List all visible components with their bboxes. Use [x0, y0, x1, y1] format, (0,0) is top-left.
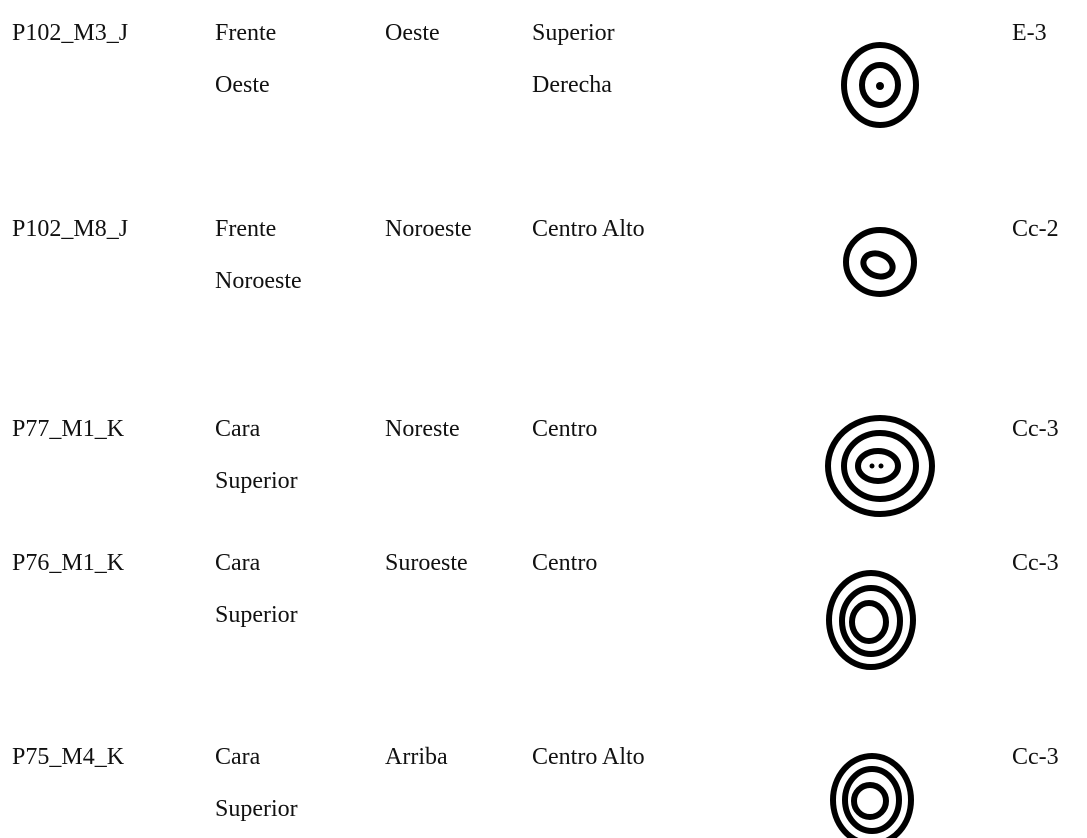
code: Cc-3 — [1012, 731, 1059, 783]
cell-line: Cara — [215, 744, 261, 770]
cell-line: Cc-3 — [1012, 550, 1059, 576]
cell-line: Suroeste — [385, 550, 468, 576]
cell-line: Cara — [215, 550, 261, 576]
position: Centro Alto — [532, 203, 645, 255]
orientation: Oeste — [385, 7, 440, 59]
sample-id: P77_M1_K — [12, 403, 124, 455]
cell-line: Superior — [215, 468, 298, 494]
cell-line: Noreste — [385, 416, 460, 442]
cell-line: Oeste — [215, 72, 270, 98]
cell-line: Noroeste — [385, 216, 472, 242]
face: Frente Noroeste — [215, 203, 302, 307]
ring-icon — [830, 753, 914, 838]
cell-line: P75_M4_K — [12, 744, 125, 770]
sample-id: P76_M1_K — [12, 537, 124, 589]
cell-line: P102_M3_J — [12, 20, 129, 46]
code: E-3 — [1012, 7, 1047, 59]
cell-line: Centro — [532, 416, 598, 442]
cell-line: Derecha — [532, 72, 612, 98]
cell-line: Cc-3 — [1012, 744, 1059, 770]
cell-line: P76_M1_K — [12, 550, 125, 576]
cell-line: Cara — [215, 416, 261, 442]
cell-line: P77_M1_K — [12, 416, 125, 442]
position: Centro — [532, 537, 597, 589]
cell-line: Arriba — [385, 744, 448, 770]
code: Cc-3 — [1012, 403, 1059, 455]
code: Cc-3 — [1012, 537, 1059, 589]
cell-line: Frente — [215, 20, 277, 46]
position: Centro — [532, 403, 597, 455]
face: Cara Superior — [215, 731, 298, 835]
ring-icon — [825, 415, 935, 517]
position: Centro Alto — [532, 731, 645, 783]
cell-line: Centro Alto — [532, 216, 645, 242]
sample-id: P75_M4_K — [12, 731, 124, 783]
ring-icon — [826, 570, 916, 670]
sample-id: P102_M3_J — [12, 7, 128, 59]
cell-line: Cc-3 — [1012, 416, 1059, 442]
cell-line: Centro Alto — [532, 744, 645, 770]
face: Frente Oeste — [215, 7, 276, 111]
cell-line: Oeste — [385, 20, 440, 46]
cell-line: Noroeste — [215, 268, 302, 294]
code: Cc-2 — [1012, 203, 1059, 255]
cell-line: Frente — [215, 216, 277, 242]
orientation: Noroeste — [385, 203, 472, 255]
position: Superior Derecha — [532, 7, 615, 111]
cell-line: Centro — [532, 550, 598, 576]
cell-line: P102_M8_J — [12, 216, 129, 242]
cell-line: Superior — [215, 796, 298, 822]
cell-line: Superior — [532, 20, 615, 46]
cell-line: Superior — [215, 602, 298, 628]
sample-id: P102_M8_J — [12, 203, 128, 255]
face: Cara Superior — [215, 537, 298, 641]
orientation: Noreste — [385, 403, 460, 455]
cell-line: Cc-2 — [1012, 216, 1059, 242]
orientation: Suroeste — [385, 537, 468, 589]
ring-icon — [843, 227, 917, 297]
orientation: Arriba — [385, 731, 448, 783]
ring-icon — [841, 42, 919, 128]
face: Cara Superior — [215, 403, 298, 507]
cell-line: E-3 — [1012, 20, 1047, 46]
